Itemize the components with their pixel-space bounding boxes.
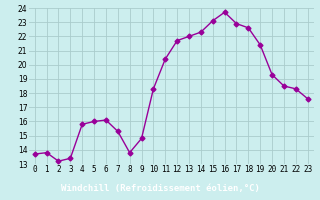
Text: Windchill (Refroidissement éolien,°C): Windchill (Refroidissement éolien,°C) [60, 184, 260, 193]
